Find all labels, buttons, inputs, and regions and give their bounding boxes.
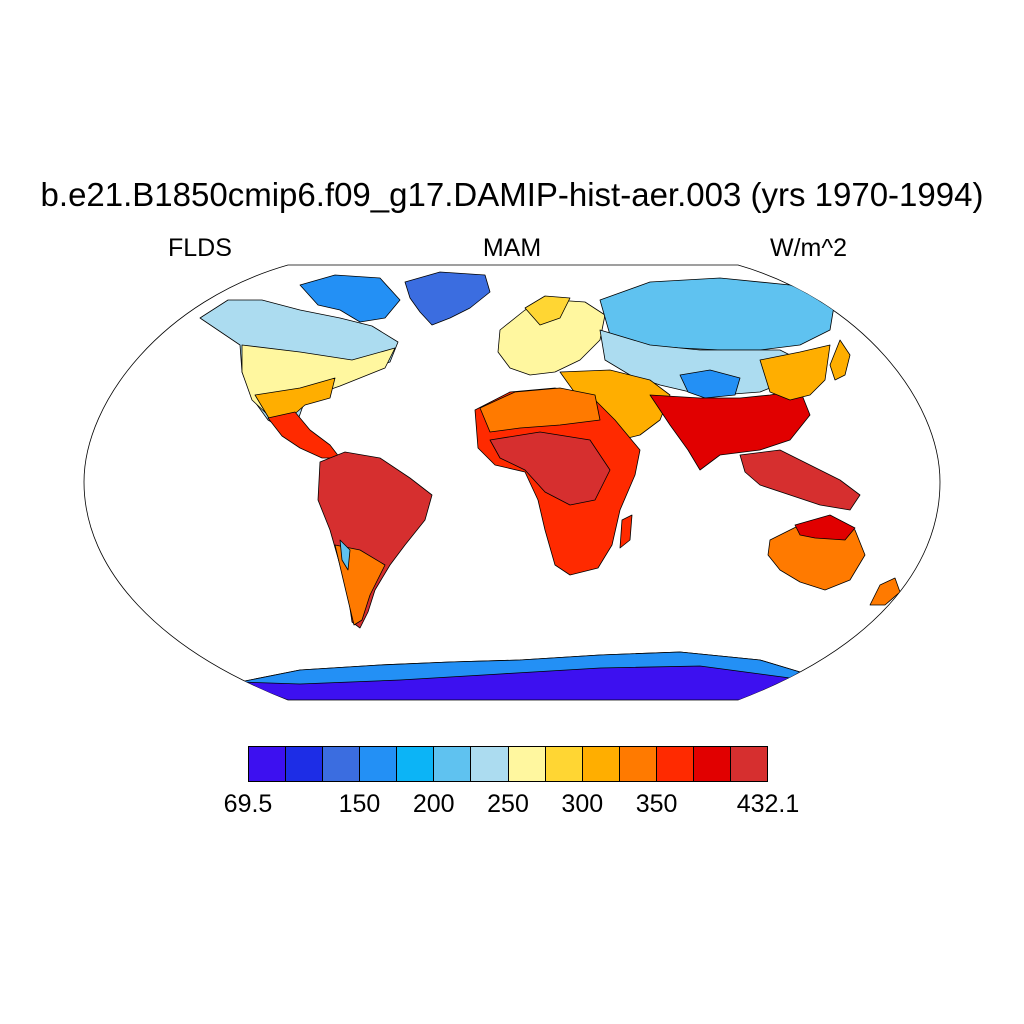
colorbar-tick-label: 350 bbox=[635, 790, 678, 818]
colorbar-tick-label: 250 bbox=[487, 790, 529, 818]
colorbar-box bbox=[249, 747, 287, 781]
south-asia bbox=[649, 389, 811, 471]
colorbar-box bbox=[582, 747, 620, 781]
colorbar-tick-label: 432.1 bbox=[736, 790, 800, 818]
plot-title: b.e21.B1850cmip6.f09_g17.DAMIP-hist-aer.… bbox=[40, 176, 984, 213]
colorbar-tick-label: 200 bbox=[412, 790, 455, 818]
colorbar bbox=[248, 746, 768, 782]
units-label: W/m^2 bbox=[770, 234, 848, 262]
colorbar-tick-label: 69.5 bbox=[223, 790, 273, 818]
colorbar-box bbox=[360, 747, 398, 781]
colorbar-labels: 69.5 150 200 250 300 350 432.1 bbox=[224, 790, 800, 822]
colorbar-box bbox=[508, 747, 546, 781]
colorbar-tick-label: 150 bbox=[338, 790, 381, 818]
colorbar-box bbox=[545, 747, 583, 781]
colorbar-box bbox=[286, 747, 324, 781]
tibet bbox=[679, 369, 741, 399]
colorbar-tick-label: 300 bbox=[561, 790, 604, 818]
africa-center bbox=[489, 431, 611, 506]
variable-label: FLDS bbox=[168, 234, 232, 262]
colorbar-box bbox=[434, 747, 472, 781]
australia-north bbox=[794, 514, 856, 541]
colorbar-box bbox=[323, 747, 361, 781]
canadian-archipelago bbox=[299, 274, 401, 323]
sahara bbox=[479, 387, 601, 433]
east-asia bbox=[759, 344, 831, 401]
colorbar-box bbox=[397, 747, 435, 781]
asia-north bbox=[599, 277, 836, 351]
season-label: MAM bbox=[482, 234, 542, 262]
colorbar-box bbox=[656, 747, 694, 781]
japan bbox=[829, 339, 851, 381]
madagascar bbox=[619, 514, 633, 549]
colorbar-box bbox=[731, 747, 768, 781]
colorbar-box bbox=[471, 747, 509, 781]
andes bbox=[339, 539, 351, 571]
colorbar-box bbox=[619, 747, 657, 781]
se-asia bbox=[739, 449, 861, 511]
greenland bbox=[404, 271, 491, 326]
scandinavia bbox=[524, 295, 571, 326]
new-zealand bbox=[869, 577, 901, 606]
antarctica-edge bbox=[239, 651, 801, 685]
colorbar-box bbox=[693, 747, 732, 781]
